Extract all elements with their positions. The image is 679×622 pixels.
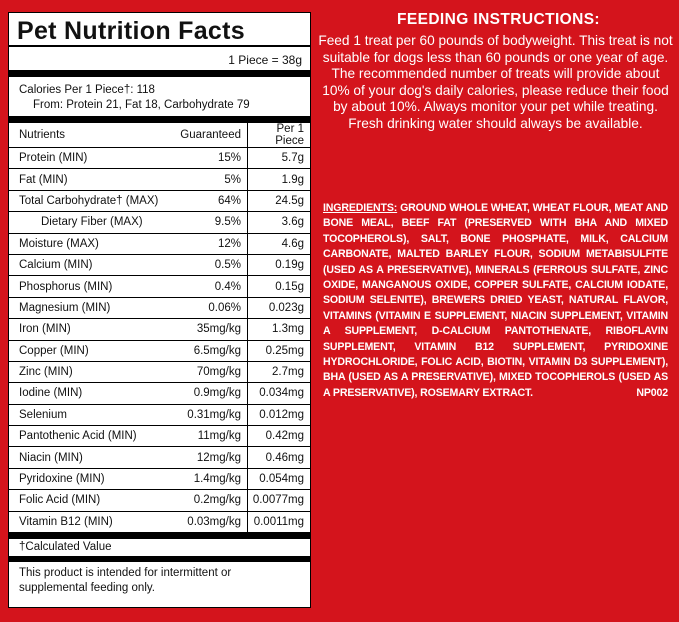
nutrient-name: Fat (MIN)	[9, 168, 179, 191]
nutrient-per-piece: 4.6g	[247, 233, 310, 255]
nutrient-guaranteed: 12%	[179, 233, 248, 255]
nutrient-name: Copper (MIN)	[9, 340, 179, 362]
nutrient-guaranteed: 0.03mg/kg	[179, 511, 248, 540]
ingredients-label: INGREDIENTS:	[323, 202, 398, 214]
calculated-value-footnote: †Calculated Value	[9, 539, 310, 563]
nutrient-per-piece: 1.3mg	[247, 318, 310, 341]
nutrient-per-piece: 0.012mg	[247, 404, 310, 427]
ingredients-section: INGREDIENTS: GROUND WHOLE WHEAT, WHEAT F…	[323, 201, 668, 401]
nutrient-guaranteed: 70mg/kg	[179, 361, 248, 384]
nutrient-name: Pantothenic Acid (MIN)	[9, 425, 179, 448]
nutrient-per-piece: 0.0077mg	[247, 489, 310, 512]
nutrient-guaranteed: 0.4%	[179, 275, 248, 298]
nutrient-per-piece: 0.15g	[247, 275, 310, 298]
nutrient-per-piece: 1.9g	[247, 168, 310, 191]
nutrient-name: Pyridoxine (MIN)	[9, 468, 179, 491]
nutrient-guaranteed: 6.5mg/kg	[179, 340, 248, 362]
nutrient-guaranteed: 15%	[179, 147, 248, 170]
nutrient-name: Total Carbohydrate† (MAX)	[9, 190, 179, 213]
feeding-instructions-text: Feed 1 treat per 60 pounds of bodyweight…	[318, 33, 673, 131]
nutrient-guaranteed: 0.5%	[179, 254, 248, 277]
nutrient-name: Calcium (MIN)	[9, 254, 179, 277]
nutrient-name: Zinc (MIN)	[9, 361, 179, 384]
nutrient-name: Magnesium (MIN)	[9, 297, 179, 320]
nutrient-name: Folic Acid (MIN)	[9, 489, 179, 512]
nutrient-row: Magnesium (MIN) 0.06% 0.023g	[9, 297, 310, 320]
nutrition-facts-panel: Pet Nutrition Facts 1 Piece = 38g Calori…	[8, 12, 311, 608]
nutrient-per-piece: 5.7g	[247, 147, 310, 170]
nutrient-table: Nutrients Guaranteed Per 1 Piece Protein…	[9, 123, 310, 540]
feeding-disclaimer: This product is intended for intermitten…	[19, 567, 232, 595]
nutrient-per-piece: 0.0011mg	[247, 511, 310, 540]
nutrient-per-piece: 0.46mg	[247, 446, 310, 469]
nutrient-guaranteed: 5%	[179, 168, 248, 191]
nutrient-per-piece: 0.42mg	[247, 425, 310, 448]
nutrient-row: Copper (MIN) 6.5mg/kg 0.25mg	[9, 340, 310, 362]
nutrient-row: Protein (MIN) 15% 5.7g	[9, 147, 310, 170]
nutrient-name: Phosphorus (MIN)	[9, 275, 179, 298]
header-per-piece: Per 1 Piece	[247, 123, 310, 148]
nutrition-facts-title: Pet Nutrition Facts	[9, 13, 310, 47]
calories-line: Calories Per 1 Piece†: 118	[19, 84, 155, 96]
header-guaranteed: Guaranteed	[179, 123, 248, 148]
nutrient-row: Moisture (MAX) 12% 4.6g	[9, 233, 310, 255]
nutrient-row: Iron (MIN) 35mg/kg 1.3mg	[9, 318, 310, 341]
nutrient-row: Folic Acid (MIN) 0.2mg/kg 0.0077mg	[9, 489, 310, 512]
nutrient-guaranteed: 35mg/kg	[179, 318, 248, 341]
nutrient-per-piece: 0.054mg	[247, 468, 310, 491]
nutrient-row: Pyridoxine (MIN) 1.4mg/kg 0.054mg	[9, 468, 310, 491]
nutrient-per-piece: 24.5g	[247, 190, 310, 213]
nutrient-per-piece: 0.25mg	[247, 340, 310, 362]
nutrient-name: Niacin (MIN)	[9, 446, 179, 469]
nutrient-guaranteed: 0.2mg/kg	[179, 489, 248, 512]
nutrient-name: Iron (MIN)	[9, 318, 179, 341]
nutrient-row: Selenium 0.31mg/kg 0.012mg	[9, 404, 310, 427]
nutrient-row: Total Carbohydrate† (MAX) 64% 24.5g	[9, 190, 310, 213]
ingredients-text: GROUND WHOLE WHEAT, WHEAT FLOUR, MEAT AN…	[323, 202, 668, 399]
nutrient-guaranteed: 12mg/kg	[179, 446, 248, 469]
nutrient-row: Calcium (MIN) 0.5% 0.19g	[9, 254, 310, 277]
nutrient-guaranteed: 64%	[179, 190, 248, 213]
nutrient-guaranteed: 11mg/kg	[179, 425, 248, 448]
product-code: NP002	[636, 386, 668, 399]
nutrient-name: Selenium	[9, 404, 179, 427]
nutrient-row: Dietary Fiber (MAX) 9.5% 3.6g	[9, 211, 310, 234]
nutrient-row: Vitamin B12 (MIN) 0.03mg/kg 0.0011mg	[9, 511, 310, 540]
nutrient-table-header: Nutrients Guaranteed Per 1 Piece	[9, 123, 310, 148]
nutrient-name: Protein (MIN)	[9, 147, 179, 170]
nutrient-row: Zinc (MIN) 70mg/kg 2.7mg	[9, 361, 310, 384]
nutrient-guaranteed: 9.5%	[179, 211, 248, 234]
nutrient-row: Iodine (MIN) 0.9mg/kg 0.034mg	[9, 382, 310, 405]
nutrient-name: Moisture (MAX)	[9, 233, 179, 255]
feeding-instructions-title: FEEDING INSTRUCTIONS:	[396, 11, 600, 28]
nutrient-name: Dietary Fiber (MAX)	[9, 211, 179, 234]
header-nutrients: Nutrients	[9, 123, 179, 148]
nutrient-per-piece: 0.19g	[247, 254, 310, 277]
nutrient-guaranteed: 0.9mg/kg	[179, 382, 248, 405]
nutrient-per-piece: 0.034mg	[247, 382, 310, 405]
nutrient-name: Iodine (MIN)	[9, 382, 179, 405]
nutrient-row: Niacin (MIN) 12mg/kg 0.46mg	[9, 446, 310, 469]
feeding-instructions: FEEDING INSTRUCTIONS: Feed 1 treat per 6…	[318, 10, 673, 133]
nutrient-per-piece: 3.6g	[247, 211, 310, 234]
calories-from-line: From: Protein 21, Fat 18, Carbohydrate 7…	[33, 99, 250, 111]
calories-section: Calories Per 1 Piece†: 118 From: Protein…	[9, 77, 310, 123]
nutrient-per-piece: 0.023g	[247, 297, 310, 320]
nutrient-guaranteed: 1.4mg/kg	[179, 468, 248, 491]
nutrient-row: Pantothenic Acid (MIN) 11mg/kg 0.42mg	[9, 425, 310, 448]
nutrient-row: Fat (MIN) 5% 1.9g	[9, 168, 310, 191]
nutrient-row: Phosphorus (MIN) 0.4% 0.15g	[9, 275, 310, 298]
nutrient-name: Vitamin B12 (MIN)	[9, 511, 179, 540]
nutrient-guaranteed: 0.06%	[179, 297, 248, 320]
nutrient-per-piece: 2.7mg	[247, 361, 310, 384]
nutrient-guaranteed: 0.31mg/kg	[179, 404, 248, 427]
serving-size: 1 Piece = 38g	[9, 47, 310, 77]
